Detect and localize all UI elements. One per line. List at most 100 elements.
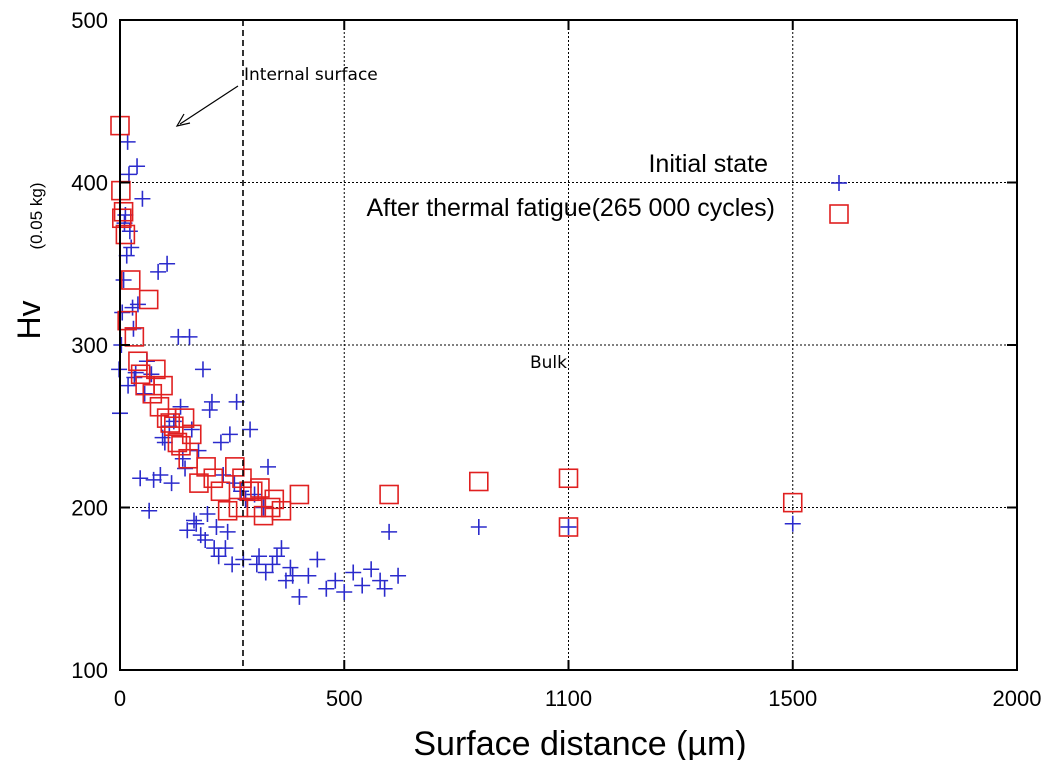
thermal-fatigue-point [468,471,489,492]
initial-state-point [284,567,301,584]
initial-state-point [174,450,191,467]
x-tick-label: 1100 [545,686,592,711]
thermal-fatigue-point [289,484,310,505]
data-markers [110,115,803,605]
thermal-fatigue-point [217,500,238,521]
initial-state-point [219,523,236,540]
initial-state-point [203,393,220,410]
initial-state-point [363,561,380,578]
thermal-fatigue-point [189,473,209,493]
initial-state-point [318,580,335,597]
legend-initial-marker [831,175,847,191]
x-tick-label: 500 [326,686,363,711]
annotation-arrow-shaft [179,85,239,125]
x-tick-label: 1500 [768,686,817,711]
initial-state-point [114,304,131,321]
thermal-fatigue-point [146,359,166,380]
initial-state-point [188,515,205,532]
initial-state-point [251,548,268,565]
initial-state-point [118,247,135,264]
y-axis-unit-group: (0.05 kg) [27,182,46,249]
thermal-fatigue-point [210,481,231,502]
thermal-fatigue-point [160,413,181,433]
initial-state-point [129,158,146,175]
bulk-annotation: Bulk [530,353,567,373]
thermal-fatigue-point [203,468,224,489]
initial-state-point [183,421,200,438]
thermal-fatigue-point [130,364,151,385]
thermal-fatigue-point [117,310,137,331]
initial-state-point [224,556,241,573]
initial-state-point [376,580,393,597]
initial-state-point [248,556,265,573]
thermal-fatigue-point [171,435,191,456]
initial-state-point [470,519,487,535]
initial-state-point [390,567,407,584]
thermal-fatigue-point [120,270,141,290]
initial-state-point [120,166,137,183]
initial-state-point [156,434,173,451]
initial-state-point [327,572,344,589]
initial-state-point [215,467,232,483]
initial-state-point [560,519,577,535]
x-axis-label: Surface distance (µm) [413,725,746,760]
initial-state-point [186,512,203,529]
initial-state-point [309,551,326,568]
initial-state-point [132,470,149,487]
thermal-fatigue-point [111,208,132,229]
thermal-fatigue-point [156,408,177,428]
initial-state-point [181,328,198,345]
y-tick-label: 500 [71,8,108,33]
initial-state-point [217,540,234,557]
thermal-fatigue-point [181,424,202,445]
initial-state-point [172,398,189,415]
initial-state-point [123,239,140,256]
initial-state-point [336,584,353,600]
initial-state-point [115,272,132,288]
initial-state-point [163,475,180,492]
thermal-fatigue-point [124,327,145,347]
thermal-fatigue-point [138,289,159,310]
legend: Initial state After thermal fatigue(265 … [366,150,1000,224]
initial-state-point [257,564,274,581]
grid-lines [120,20,1017,670]
initial-state-point [152,467,169,483]
thermal-fatigue-point [167,432,188,453]
initial-state-point [228,393,245,410]
y-axis-label: Hv [11,300,47,339]
thermal-fatigue-point [115,224,136,245]
initial-state-point [159,255,176,272]
thermal-fatigue-point [250,478,270,498]
thermal-fatigue-point [379,484,399,505]
initial-state-point [179,522,196,539]
initial-state-point [197,532,214,548]
legend-plus-icon [831,175,1000,191]
thermal-fatigue-point [260,497,281,518]
y-tick-label: 400 [71,171,108,196]
thermal-fatigue-point [142,383,163,404]
thermal-fatigue-point [271,500,292,521]
y-tick-label: 100 [71,658,108,683]
thermal-fatigue-point [153,375,173,396]
initial-state-point [190,442,207,459]
initial-state-point [143,366,160,383]
initial-state-point [242,421,259,438]
thermal-fatigue-point [196,457,216,477]
y-tick-label: 200 [71,496,108,521]
initial-state-point [136,385,153,402]
initial-state-point [273,540,290,557]
x-tick-label: 2000 [993,686,1042,711]
initial-state-point [208,519,225,535]
axis-ticks: 100 200 300 400 500 0 500 1100 1500 2000 [71,8,1041,711]
thermal-fatigue-point [149,396,170,417]
initial-state-point [264,556,281,573]
initial-state-point [201,402,218,418]
legend-fatigue-marker [829,204,849,224]
thermal-fatigue-point [782,492,803,513]
thermal-fatigue-point [558,517,579,537]
y-axis-label-unit: (0.05 kg) [27,182,46,249]
initial-state-point [119,133,136,150]
initial-state-point [210,548,227,565]
x-tick-label: 0 [114,686,126,711]
